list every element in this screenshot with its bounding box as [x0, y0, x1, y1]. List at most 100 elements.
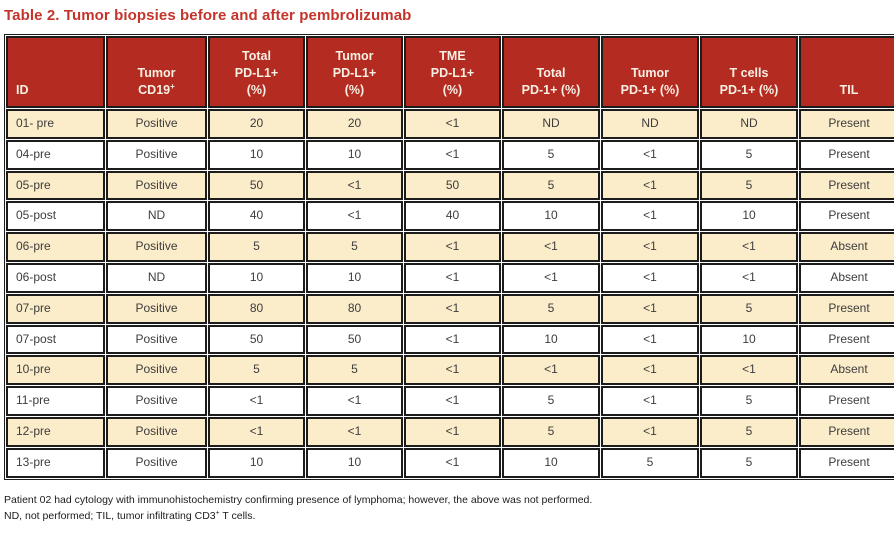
table-cell: 01- pre	[6, 109, 105, 139]
table-cell: Present	[799, 293, 894, 324]
table-cell: 5	[306, 355, 403, 386]
table-cell: 5	[700, 139, 798, 170]
table-cell: <1	[404, 386, 501, 416]
table-cell: Positive	[106, 139, 207, 170]
table-cell: 10-pre	[6, 355, 105, 386]
table-cell: <1	[502, 232, 600, 262]
column-header-tcells-pd1: T cells PD-1+ (%)	[700, 36, 798, 108]
table-cell: <1	[404, 109, 501, 139]
table-cell: Positive	[106, 355, 207, 386]
table-cell: <1	[700, 355, 798, 386]
table-cell: 40	[208, 201, 305, 232]
column-header-total-pdl1: Total PD-L1+ (%)	[208, 36, 305, 108]
footnote-2: ND, not performed; TIL, tumor infiltrati…	[4, 509, 256, 522]
table-cell: Positive	[106, 109, 207, 139]
table-cell: 06-post	[6, 262, 105, 293]
table-cell: 5	[601, 447, 699, 478]
header-row: ID Tumor CD19+ Total PD-L1+ (%) Tumor PD…	[6, 36, 894, 108]
table-cell: <1	[306, 416, 403, 447]
table-cell: 5	[208, 355, 305, 386]
table-cell: Absent	[799, 262, 894, 293]
table-cell: Present	[799, 324, 894, 355]
table-cell: <1	[601, 293, 699, 324]
table-cell: Absent	[799, 232, 894, 262]
table-cell: <1	[208, 386, 305, 416]
table-footnotes: Patient 02 had cytology with immunohisto…	[4, 492, 894, 525]
table-row: 06-pre Positive 5 5 <1 <1 <1 <1 Absent	[6, 232, 894, 262]
table-cell: 10	[306, 447, 403, 478]
table-cell: <1	[601, 232, 699, 262]
table-cell: Present	[799, 109, 894, 139]
table-cell: <1	[306, 201, 403, 232]
table-cell: <1	[404, 262, 501, 293]
table-cell: 50	[208, 170, 305, 201]
table-cell: 50	[404, 170, 501, 201]
table-cell: ND	[106, 201, 207, 232]
table-cell: Positive	[106, 293, 207, 324]
table-cell: Positive	[106, 324, 207, 355]
table-cell: <1	[404, 355, 501, 386]
data-table: ID Tumor CD19+ Total PD-L1+ (%) Tumor PD…	[4, 34, 894, 480]
table-cell: Positive	[106, 170, 207, 201]
footnote-1: Patient 02 had cytology with immunohisto…	[4, 493, 593, 506]
table-row: 10-pre Positive 5 5 <1 <1 <1 <1 Absent	[6, 355, 894, 386]
table-cell: 5	[208, 232, 305, 262]
table-cell: 10	[208, 262, 305, 293]
table-cell: 10	[502, 201, 600, 232]
table-cell: <1	[404, 232, 501, 262]
table-cell: Present	[799, 447, 894, 478]
table-cell: 10	[700, 201, 798, 232]
table-cell: 5	[700, 416, 798, 447]
table-cell: <1	[700, 262, 798, 293]
column-header-id: ID	[6, 36, 105, 108]
table-cell: Absent	[799, 355, 894, 386]
table-cell: Positive	[106, 416, 207, 447]
table-cell: 5	[502, 170, 600, 201]
column-header-tme-pdl1: TME PD-L1+ (%)	[404, 36, 501, 108]
table-cell: 50	[306, 324, 403, 355]
table-cell: 05-post	[6, 201, 105, 232]
table-cell: ND	[502, 109, 600, 139]
table-cell: 40	[404, 201, 501, 232]
table-title: Table 2. Tumor biopsies before and after…	[4, 7, 412, 24]
table-cell: 06-pre	[6, 232, 105, 262]
table-cell: 10	[502, 324, 600, 355]
table-cell: <1	[404, 293, 501, 324]
table-cell: 10	[208, 139, 305, 170]
table-cell: 13-pre	[6, 447, 105, 478]
table-cell: 5	[502, 416, 600, 447]
column-header-tumor-pd1: Tumor PD-1+ (%)	[601, 36, 699, 108]
table-cell: <1	[404, 447, 501, 478]
table-cell: 80	[208, 293, 305, 324]
table-cell: <1	[601, 139, 699, 170]
table-cell: Present	[799, 201, 894, 232]
table-row: 11-pre Positive <1 <1 <1 5 <1 5 Present	[6, 386, 894, 416]
table-row: 13-pre Positive 10 10 <1 10 5 5 Present	[6, 447, 894, 478]
table-row: 04-pre Positive 10 10 <1 5 <1 5 Present	[6, 139, 894, 170]
table-cell: Positive	[106, 232, 207, 262]
column-header-tumor-pdl1: Tumor PD-L1+ (%)	[306, 36, 403, 108]
table-cell: <1	[601, 201, 699, 232]
table-cell: 10	[306, 139, 403, 170]
table-cell: 10	[700, 324, 798, 355]
table-cell: <1	[404, 324, 501, 355]
table-cell: <1	[404, 416, 501, 447]
table-cell: ND	[700, 109, 798, 139]
table-cell: 5	[502, 139, 600, 170]
table-cell: <1	[601, 386, 699, 416]
table-cell: Present	[799, 416, 894, 447]
table-cell: 5	[700, 447, 798, 478]
table-cell: 12-pre	[6, 416, 105, 447]
table-cell: <1	[502, 355, 600, 386]
table-cell: <1	[601, 416, 699, 447]
table-cell: 20	[208, 109, 305, 139]
column-header-total-pd1: Total PD-1+ (%)	[502, 36, 600, 108]
table-cell: 05-pre	[6, 170, 105, 201]
table-row: 05-pre Positive 50 <1 50 5 <1 5 Present	[6, 170, 894, 201]
table-cell: <1	[601, 355, 699, 386]
table-cell: Positive	[106, 386, 207, 416]
table-cell: <1	[404, 139, 501, 170]
table-cell: 20	[306, 109, 403, 139]
column-header-til: TIL	[799, 36, 894, 108]
table-cell: 50	[208, 324, 305, 355]
